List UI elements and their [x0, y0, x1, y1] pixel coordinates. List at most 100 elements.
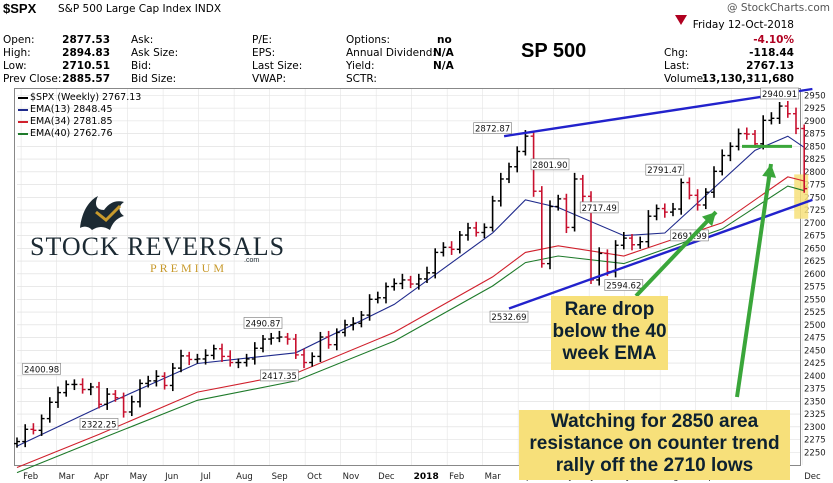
price-bar-up [555, 194, 562, 211]
annotation-box [260, 369, 299, 382]
low-label: Low: [3, 60, 27, 72]
callout-1-line: below the 40 [552, 321, 667, 342]
price-bar-up [251, 342, 258, 365]
price-bar-up [260, 334, 266, 353]
price-bar-up [169, 363, 176, 392]
high-label: High: [3, 47, 31, 59]
x-tick-label: Feb [23, 472, 38, 482]
x-tick-label: Feb [449, 472, 464, 482]
annotation-box [579, 201, 619, 214]
annotation-box [473, 122, 512, 134]
price-annotation: 2801.90 [530, 158, 570, 171]
price-bar-down [284, 332, 291, 345]
x-tick-label: Dec [804, 472, 821, 482]
price-bar-up [489, 195, 496, 232]
logo-wordmark: STOCK REVERSALS [30, 232, 286, 261]
annotation-box [22, 362, 61, 375]
arrow-shaft [735, 163, 773, 398]
options-label: Options: [346, 34, 391, 46]
annotation-label: 2717.49 [582, 204, 617, 214]
price-bar-up [399, 273, 406, 290]
yield-label: Yield: [346, 60, 375, 72]
legend-item-price: $SPX (Weekly) 2767.13 [18, 92, 141, 104]
yield-value: N/A [433, 60, 454, 72]
price-bar-up [358, 311, 365, 328]
annotation-label: 2400.98 [24, 365, 59, 375]
price-bar-up [702, 188, 709, 210]
price-bar-up [768, 112, 775, 125]
price-bar-down [186, 351, 193, 366]
price-annotation: 2322.25 [79, 418, 119, 430]
price-annotation: 2940.91 [760, 87, 799, 100]
annotation-label: 2417.35 [262, 372, 297, 382]
price-bar-up [571, 172, 578, 232]
price-bar-down [563, 193, 570, 234]
price-bar-down [801, 124, 808, 193]
price-bar-up [481, 223, 488, 239]
price-bar-down [661, 203, 668, 218]
down-arrow-icon [675, 15, 687, 25]
price-bar-down [579, 174, 586, 202]
x-tick-label: Apr [94, 472, 109, 482]
y-tick-label: 2800 [804, 168, 826, 178]
x-tick-label: 2018 [414, 472, 439, 482]
ticker-symbol: $SPX [3, 1, 37, 16]
price-bars [14, 100, 808, 448]
annotation-label: 2490.87 [245, 319, 280, 329]
legend-swatch-ema34 [18, 121, 28, 123]
arrow-head [762, 164, 777, 178]
annotation-label: 2791.47 [647, 166, 682, 176]
price-bar-up [760, 115, 767, 150]
y-tick-label: 2325 [804, 410, 826, 420]
price-bar-up [645, 210, 652, 248]
price-bar-down [538, 186, 545, 268]
price-bar-down [96, 381, 102, 409]
y-tick-label: 2500 [804, 321, 826, 331]
stockcharts-watermark: @ StockCharts.com [727, 2, 830, 14]
chart-title: SP 500 [521, 40, 587, 62]
legend-label-ema40: EMA(40) 2762.76 [30, 128, 113, 139]
callout-2-line: Watching for 2850 area [550, 411, 759, 432]
price-bar-up [309, 352, 316, 367]
price-bar-down [227, 350, 234, 367]
open-value: 2877.53 [62, 34, 110, 46]
price-bar-up [104, 388, 111, 410]
price-bar-up [243, 353, 250, 367]
sctr-label: SCTR: [346, 73, 377, 85]
annotation-label: 2872.87 [475, 125, 510, 135]
last-bar-highlight [794, 174, 809, 219]
price-bar-down [686, 177, 693, 200]
price-bar-up [128, 395, 135, 417]
ema34-line [16, 176, 805, 469]
volume-value: 13,130,311,680 [701, 73, 794, 85]
price-annotation: 2791.47 [645, 163, 685, 176]
x-tick-label: Sep [272, 472, 288, 482]
price-bar-up [202, 349, 209, 365]
price-bar-up [153, 370, 160, 387]
callout-1-line: Rare drop [564, 299, 655, 320]
x-tick-label: Mar [59, 472, 76, 482]
logo-suffix: .com [244, 257, 260, 264]
price-bar-up [71, 379, 78, 391]
price-bar-up [424, 266, 430, 283]
price-bar-up [678, 178, 685, 215]
price-bar-up [415, 273, 422, 290]
price-bar-up [22, 424, 29, 448]
vwap-label: VWAP: [252, 73, 287, 85]
legend-swatch-price [18, 97, 28, 99]
y-tick-label: 2425 [804, 359, 826, 369]
price-bar-up [178, 349, 184, 373]
price-bar-up [194, 353, 201, 364]
y-tick-label: 2675 [804, 232, 826, 242]
options-value: no [437, 34, 452, 46]
annotation-label: 2322.25 [81, 420, 116, 430]
price-bar-down [448, 241, 455, 255]
price-bar-up [637, 236, 644, 249]
bid-label: Bid: [131, 60, 152, 72]
callout-1-line: week EMA [562, 343, 657, 364]
price-bar-down [407, 275, 414, 289]
price-bar-up [342, 319, 348, 337]
last-label: Last: [664, 60, 690, 72]
prev-close-label: Prev Close: [3, 73, 62, 85]
